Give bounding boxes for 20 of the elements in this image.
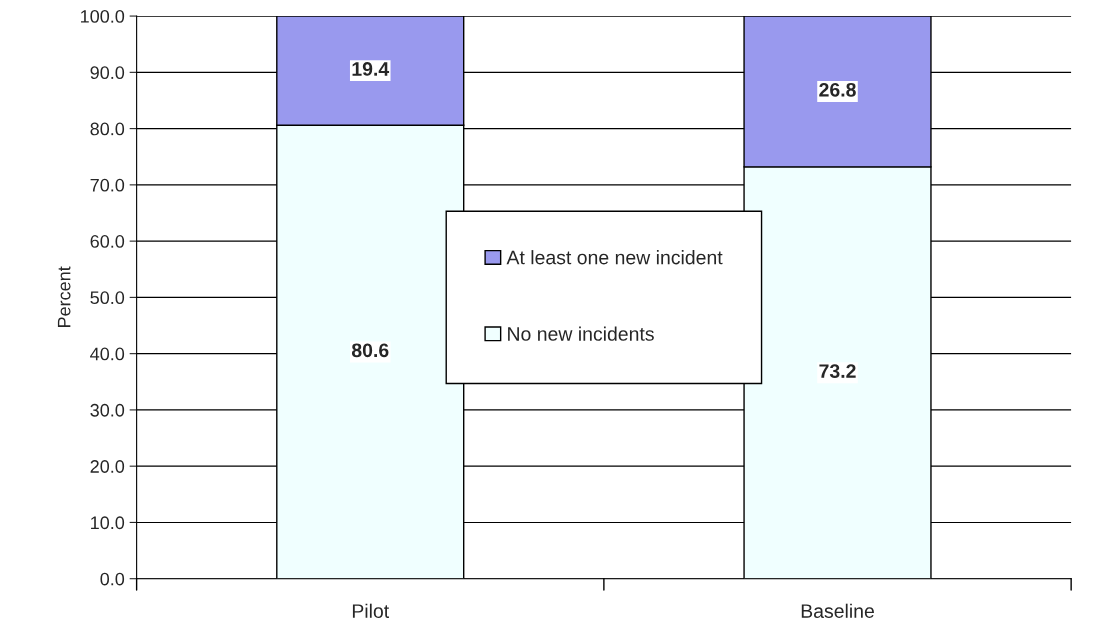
y-tick-label: 60.0: [90, 235, 125, 248]
y-tick-label: 10.0: [91, 516, 125, 530]
y-tick-label: 40.0: [90, 347, 125, 361]
data-label: 80.6: [351, 343, 389, 358]
data-label: 19.4: [352, 62, 390, 76]
y-axis-title: Percent: [57, 266, 71, 328]
legend-label: No new incidents: [508, 326, 654, 341]
y-tick-label: 50.0: [90, 291, 125, 305]
x-tick-label: Baseline: [801, 603, 874, 618]
x-tick-label: Pilot: [352, 603, 390, 618]
legend-label: At least one new incident: [506, 250, 723, 265]
y-tick-label: 0.0: [100, 572, 125, 586]
y-tick-label: 100.0: [81, 10, 125, 23]
y-tick-label: 30.0: [90, 403, 125, 417]
y-tick-label: 70.0: [90, 178, 125, 192]
y-tick-label: 80.0: [90, 122, 125, 136]
data-label: 26.8: [819, 82, 856, 97]
data-label: 73.2: [819, 364, 856, 379]
y-tick-label: 20.0: [90, 460, 125, 473]
y-tick-label: 90.0: [90, 66, 125, 80]
